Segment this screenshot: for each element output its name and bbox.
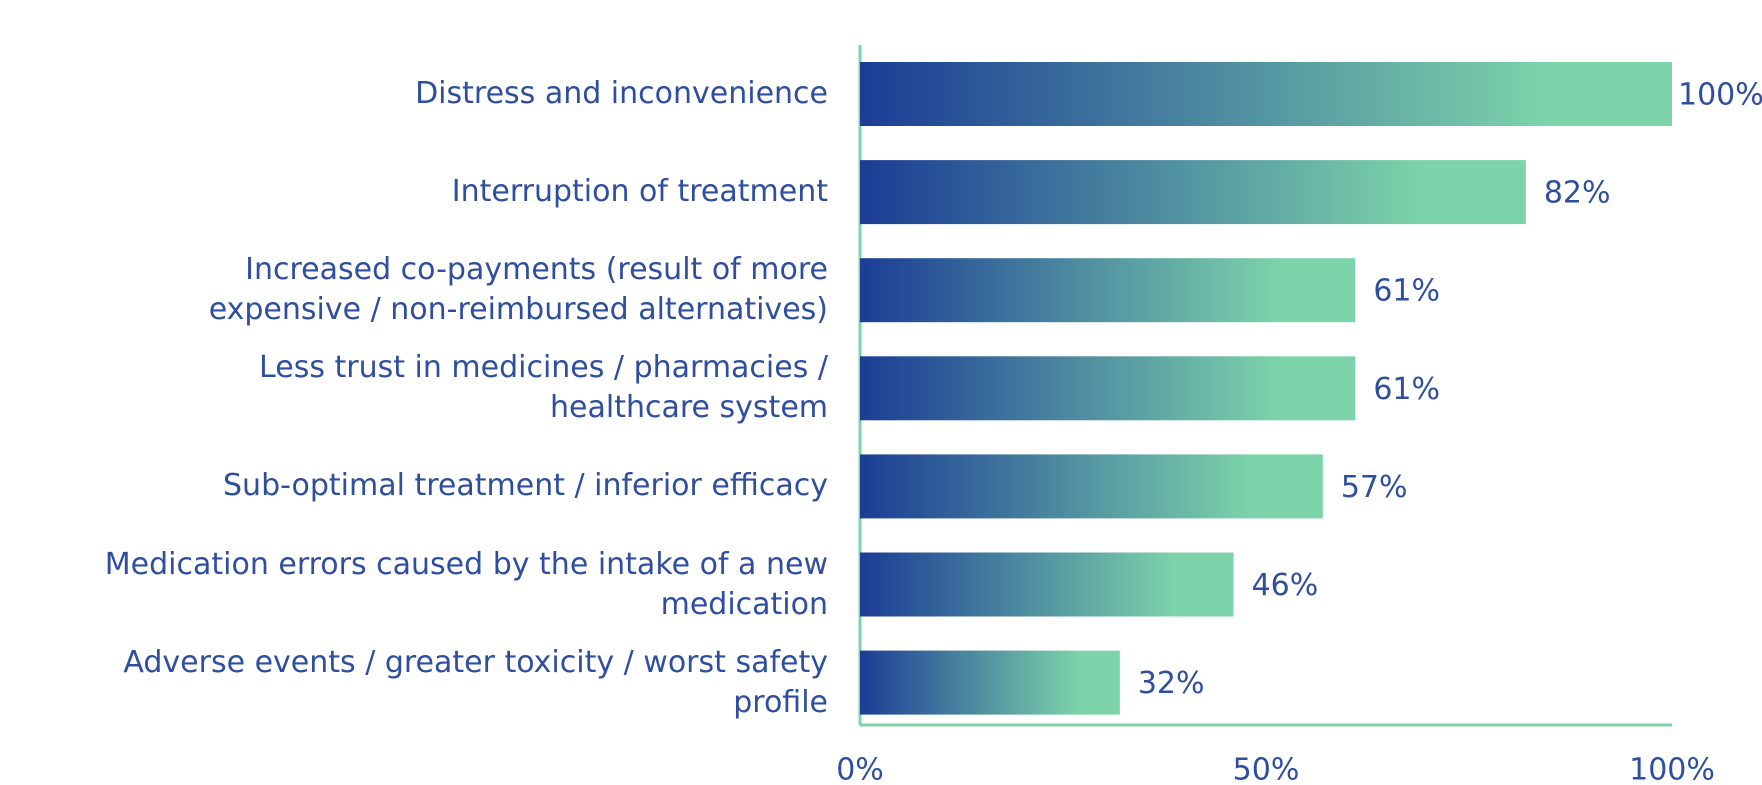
x-tick-label: 50% (1233, 753, 1300, 785)
value-label: 46% (1252, 568, 1319, 603)
category-label: Interruption of treatment (451, 174, 828, 210)
bar (860, 62, 1672, 126)
category-label: Medication errors caused by the intake o… (104, 546, 828, 622)
bar (860, 552, 1234, 617)
value-label: 82% (1544, 176, 1611, 211)
bar (860, 454, 1323, 519)
x-tick-label: 100% (1629, 753, 1715, 785)
bar (860, 258, 1356, 323)
category-label: Less trust in medicines / pharmacies / h… (259, 350, 828, 426)
category-label: Sub-optimal treatment / inferior efficac… (223, 468, 828, 504)
value-label: 61% (1373, 274, 1440, 309)
bar (860, 356, 1356, 421)
value-label: 61% (1373, 372, 1440, 407)
value-label: 100% (1678, 78, 1762, 113)
value-label: 57% (1341, 470, 1408, 505)
value-label: 32% (1138, 666, 1205, 701)
category-label: Adverse events / greater toxicity / wors… (123, 644, 828, 720)
bar (860, 160, 1526, 225)
x-tick-label: 0% (836, 753, 884, 785)
bar (860, 650, 1120, 715)
category-label: Increased co-payments (result of more ex… (208, 252, 828, 328)
category-label: Distress and inconvenience (415, 76, 828, 111)
